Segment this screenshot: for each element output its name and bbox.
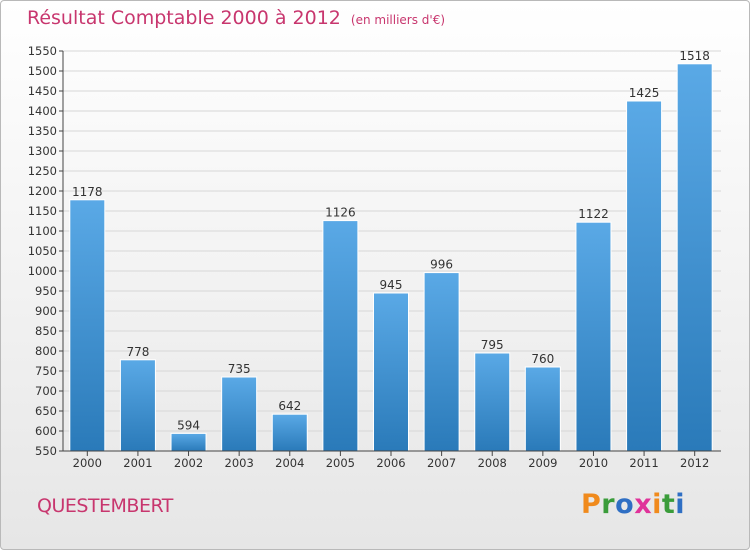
data-label: 760 [531,352,554,366]
y-tick-label: 550 [35,444,57,458]
y-tick-label: 1350 [28,124,57,138]
bar [676,63,713,452]
bar [170,432,207,452]
data-label: 1425 [629,86,660,100]
bar [373,292,409,452]
bar [575,221,612,452]
data-label: 1122 [578,207,609,221]
logo-letter: t [661,489,676,520]
x-tick-label: 2008 [478,456,507,470]
x-tick-label: 2004 [275,456,304,470]
bar [271,413,308,452]
y-tick-label: 1500 [28,64,57,78]
bar [322,220,359,452]
data-label: 1126 [325,206,356,220]
y-tick-label: 800 [35,344,57,358]
chart-subtitle: (en milliers d'€) [350,13,446,27]
y-tick-label: 1300 [28,144,57,158]
data-label: 1178 [72,185,103,199]
bar [119,359,156,452]
y-tick-label: 1150 [28,204,57,218]
y-tick-label: 1450 [28,84,57,98]
x-tick-label: 2007 [427,456,456,470]
logo-letter: i [652,489,662,520]
bar [626,100,663,452]
logo-letter: o [615,489,635,520]
y-tick-label: 900 [35,304,57,318]
x-tick-label: 2011 [629,456,658,470]
logo-letter: i [675,489,686,520]
x-tick-label: 2010 [579,456,608,470]
data-label: 642 [278,399,301,413]
data-label: 735 [228,362,251,376]
bar [69,199,106,452]
data-label: 594 [177,418,200,432]
proxiti-logo: Proxiti [581,489,685,520]
x-tick-label: 2009 [528,456,557,470]
bar [423,272,460,452]
x-tick-label: 2002 [174,456,203,470]
logo-letter: x [634,489,653,520]
y-tick-label: 700 [35,384,57,398]
bar [474,352,511,452]
y-tick-label: 600 [35,424,57,438]
bar [524,366,561,452]
town-name: QUESTEMBERT [37,495,173,517]
y-tick-label: 1100 [28,224,57,238]
y-tick-label: 1050 [28,244,57,258]
y-tick-label: 1250 [28,164,57,178]
labels: 550 600 650 700 750 800 850 900 950 1000 1050 1100 1… [28,44,710,470]
y-tick-label: 1550 [28,44,57,58]
y-tick-label: 650 [35,404,57,418]
y-tick-label: 850 [35,324,57,338]
x-tick-label: 2001 [123,456,152,470]
data-label: 945 [380,278,403,292]
y-tick-label: 750 [35,364,57,378]
logo-letter: r [601,489,616,520]
title-row: Résultat Comptable 2000 à 2012 (en millie… [27,7,445,29]
y-tick-label: 1400 [28,104,57,118]
bars [69,63,713,452]
bar [221,376,258,452]
chart-title: Résultat Comptable 2000 à 2012 [27,7,341,29]
y-tick-label: 1000 [28,264,57,278]
data-label: 795 [481,338,504,352]
logo-letter: P [581,489,602,520]
axes [59,50,721,456]
x-tick-label: 2003 [225,456,254,470]
x-tick-label: 2005 [326,456,355,470]
data-label: 778 [126,345,149,359]
y-tick-label: 1200 [28,184,57,198]
data-label: 996 [430,258,453,272]
x-tick-label: 2006 [376,456,405,470]
y-tick-label: 950 [35,284,57,298]
x-tick-label: 2012 [680,456,709,470]
data-label: 1518 [679,49,710,63]
x-tick-label: 2000 [73,456,102,470]
